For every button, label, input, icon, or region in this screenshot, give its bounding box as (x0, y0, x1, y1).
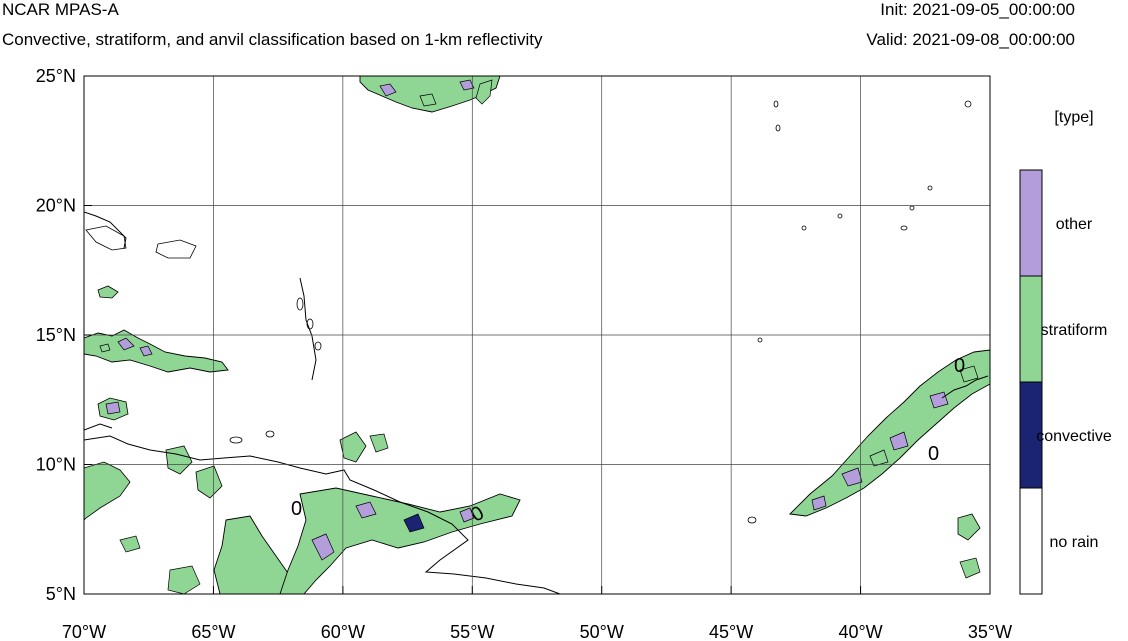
lon-tick-label: 60°W (321, 622, 365, 641)
precip-features: 0 0 0 0 (84, 76, 990, 594)
init-time: Init: 2021-09-05_00:00:00 (880, 0, 1075, 19)
lon-tick-label: 35°W (968, 622, 1012, 641)
legend-label: other (1056, 216, 1093, 233)
contour-label: 0 (291, 498, 302, 520)
contour-label: 0 (928, 443, 939, 465)
axis-ticks: 70°W 65°W 60°W 55°W 50°W 45°W 40°W 35°W 5°N 10°N 1… (36, 66, 1012, 641)
lat-tick-label: 10°N (36, 455, 76, 475)
legend-label: convective (1036, 428, 1112, 445)
lat-tick-label: 25°N (36, 66, 76, 86)
gridlines (83, 75, 991, 595)
legend-title: [type] (1054, 109, 1093, 126)
lat-tick-label: 5°N (46, 584, 76, 604)
lon-tick-label: 55°W (450, 622, 494, 641)
legend-swatch-stratiform (1019, 275, 1043, 383)
lon-tick-label: 40°W (838, 622, 882, 641)
caribbean-band (84, 285, 229, 421)
lon-tick-label: 65°W (191, 622, 235, 641)
northern-system (359, 76, 501, 113)
lon-tick-label: 50°W (580, 622, 624, 641)
lon-tick-label: 45°W (709, 622, 753, 641)
legend-swatch-other (1019, 169, 1043, 277)
plot-description: Convective, stratiform, and anvil classi… (2, 30, 543, 49)
lon-tick-label: 70°W (62, 622, 106, 641)
lat-tick-label: 20°N (36, 196, 76, 216)
legend-label: no rain (1050, 534, 1099, 551)
south-american-coast (84, 431, 521, 594)
legend-label: stratiform (1041, 322, 1108, 339)
coastline (84, 211, 989, 594)
legend-swatch-no-rain (1019, 487, 1043, 595)
legend: [type] other stratiform convective no rain (1019, 109, 1112, 595)
model-title: NCAR MPAS-A (2, 0, 119, 19)
contour-label: 0 (954, 355, 965, 377)
lat-tick-label: 15°N (36, 325, 76, 345)
scattered-cells (85, 100, 972, 524)
atlantic-system (789, 349, 990, 579)
valid-time: Valid: 2021-09-08_00:00:00 (866, 30, 1075, 49)
